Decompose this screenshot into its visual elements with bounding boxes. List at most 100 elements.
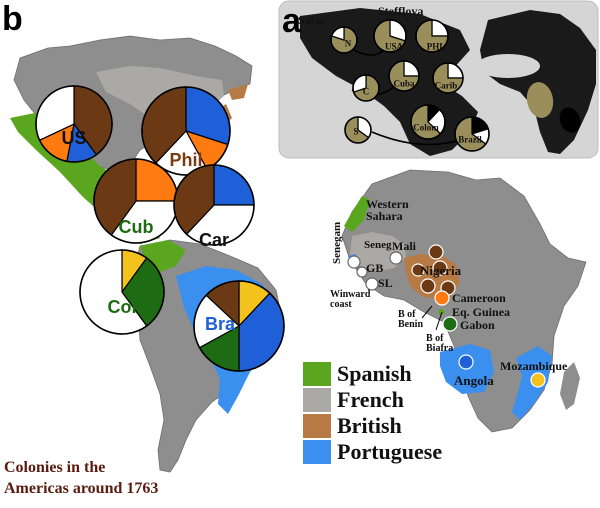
- dot-senegal: [347, 255, 361, 269]
- inset-label-usa: USA: [384, 41, 404, 52]
- label-nigeria: Nigeria: [420, 263, 462, 278]
- pie-cub: [93, 158, 179, 244]
- legend-swatch-british: [303, 414, 331, 438]
- inset-central-africa-ellipse: [526, 82, 554, 118]
- pie-phil-outline: [141, 86, 231, 176]
- label-western-sahara: Western Sahara: [366, 197, 409, 223]
- inset-east-africa-ellipse: [559, 107, 581, 133]
- caption: Colonies in the Americas around 1763: [4, 459, 159, 497]
- label-winward-coast: Winward coast: [330, 289, 371, 310]
- inset-label-n: N: [344, 38, 352, 49]
- madagascar: [560, 362, 580, 410]
- connector-s-brazil: [371, 131, 461, 146]
- inset-label-brazil: Brazil: [458, 134, 482, 145]
- inset-pie-carib: [432, 62, 464, 94]
- pie-car: [173, 164, 255, 246]
- pie-bra: [193, 280, 285, 372]
- dot-nigeria-4: [420, 278, 436, 294]
- legend-label-spanish: Spanish: [337, 361, 412, 386]
- dot-mozambique: [530, 372, 546, 388]
- inset-pie-brazil: [454, 116, 490, 152]
- panel-letter-b: b: [2, 0, 23, 38]
- label-angola: Angola: [454, 373, 494, 388]
- label-gb: GB: [366, 261, 384, 275]
- inset-label-carib: Carib: [434, 80, 458, 91]
- label-cameroon: Cameroon: [452, 291, 506, 305]
- label-sl: SL: [378, 276, 393, 290]
- inset-label-phl: PHL: [426, 41, 446, 52]
- label-seneg: Seneg: [364, 239, 392, 251]
- pie-label-col: Col: [107, 297, 137, 317]
- inset-pie-cuba-outline: [388, 60, 420, 92]
- label-mali: Mali: [392, 239, 416, 253]
- inset-west-africa-ellipse: [476, 54, 540, 78]
- americas-pie-group: [35, 85, 285, 372]
- inset-pie-usa-outline: [373, 19, 407, 53]
- inset-label-cuba: Cuba: [393, 78, 415, 89]
- pie-label-phil: Phil: [169, 150, 203, 170]
- label-gabon: Gabon: [460, 318, 495, 332]
- pie-label-car: Car: [198, 230, 230, 250]
- pie-bra-outline: [193, 280, 285, 372]
- arrow-b-of-benin: [421, 305, 433, 319]
- inset-pie-carib-outline: [432, 62, 464, 94]
- inset-pie-colom-outline: [410, 104, 446, 140]
- label-senegam: Senegam: [331, 221, 343, 264]
- inset-label-colom: Colom: [413, 122, 439, 133]
- africa-dots: [347, 244, 546, 388]
- pie-phil: [141, 86, 231, 176]
- arrow-b-of-biafra: [435, 311, 443, 331]
- inset-pie-colom: [410, 104, 446, 140]
- bight-arrows: [421, 305, 443, 331]
- pie-col-outline: [79, 249, 165, 335]
- legend-swatch-portuguese: [303, 440, 331, 464]
- dot-sl: [365, 277, 379, 291]
- dot-angola: [458, 354, 474, 370]
- pie-us: [35, 85, 113, 163]
- legend-label-french: French: [337, 387, 404, 412]
- dot-nigeria-2: [411, 263, 425, 277]
- inset-pie-cuba: [388, 60, 420, 92]
- inset-pie-usa: [373, 19, 407, 53]
- pie-car-outline: [173, 164, 255, 246]
- legend-swatch-french: [303, 388, 331, 412]
- pie-us-outline: [35, 85, 113, 163]
- legend-swatch-spanish: [303, 362, 331, 386]
- inset-pie-phl-outline: [415, 19, 449, 53]
- british-region-north: [228, 84, 248, 100]
- inset-pie-c: [352, 74, 380, 102]
- legend-label-british: British: [337, 413, 402, 438]
- inset-pie-n: [330, 26, 358, 54]
- label-b-of-biafra: B of Biafra: [426, 333, 454, 354]
- panel-letter-a: a: [282, 2, 301, 40]
- inset-pie-group: [330, 19, 490, 152]
- inset-pie-c-outline: [352, 74, 380, 102]
- inset-pie-phl: [415, 19, 449, 53]
- pie-label-bra: Bra: [204, 314, 236, 334]
- inset-label-c: C: [362, 86, 370, 97]
- inset-pie-brazil-outline: [454, 116, 490, 152]
- dot-nigeria-1: [428, 244, 444, 260]
- label-eq-guinea: Eq. Guinea: [452, 305, 511, 319]
- inset-label-s: S: [353, 126, 359, 137]
- source-salas: Salas: [298, 13, 325, 27]
- label-mozambique: Mozambique: [500, 359, 568, 373]
- pie-label-us: US: [61, 128, 87, 148]
- dot-cameroon: [434, 290, 450, 306]
- dot-gabon: [442, 316, 458, 332]
- source-stefflova: Stefflova: [378, 4, 424, 18]
- dot-gb: [356, 266, 368, 278]
- spanish-western-sahara: [344, 196, 370, 232]
- dot-nigeria-3: [432, 260, 448, 276]
- pie-label-cub: Cub: [118, 217, 154, 237]
- inset-pie-s-outline: [344, 116, 372, 144]
- dot-mali: [389, 251, 403, 265]
- inset-pie-n-outline: [330, 26, 358, 54]
- dot-eq-guinea: [438, 309, 444, 315]
- inset-pie-s: [344, 116, 372, 144]
- pie-col: [79, 249, 165, 335]
- label-b-of-benin: B of Benin: [398, 309, 424, 330]
- legend-label-portuguese: Portuguese: [337, 439, 443, 464]
